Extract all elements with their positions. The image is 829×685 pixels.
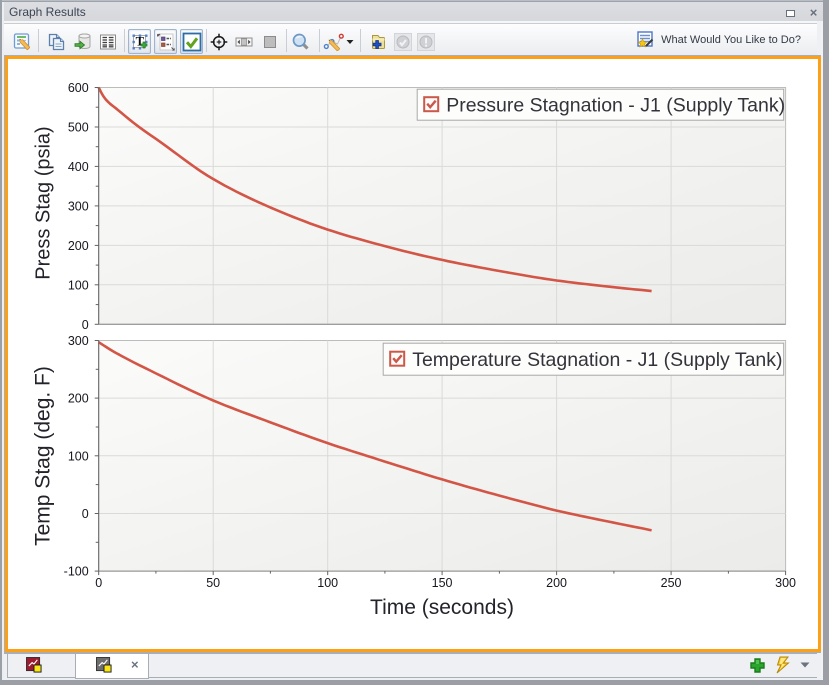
svg-text:300: 300 — [68, 200, 89, 214]
svg-text:300: 300 — [775, 576, 796, 590]
svg-text:0: 0 — [96, 576, 103, 590]
svg-text:250: 250 — [661, 576, 682, 590]
svg-text:Pressure Stagnation - J1 (Supp: Pressure Stagnation - J1 (Supply Tank) — [446, 95, 785, 117]
svg-text:500: 500 — [68, 121, 89, 135]
svg-text:Time (seconds): Time (seconds) — [370, 596, 514, 619]
svg-text:300: 300 — [68, 334, 89, 348]
svg-text:200: 200 — [68, 392, 89, 406]
svg-text:200: 200 — [68, 239, 89, 253]
svg-text:100: 100 — [68, 450, 89, 464]
svg-text:Press Stag (psia): Press Stag (psia) — [33, 127, 55, 280]
svg-text:100: 100 — [68, 279, 89, 293]
svg-text:150: 150 — [432, 576, 453, 590]
svg-text:-100: -100 — [64, 565, 89, 579]
svg-text:T: T — [135, 34, 144, 48]
svg-text:600: 600 — [68, 81, 89, 95]
svg-text:50: 50 — [207, 576, 221, 590]
svg-text:0: 0 — [82, 507, 89, 521]
svg-text:0: 0 — [82, 318, 89, 332]
svg-text:Temperature Stagnation - J1 (S: Temperature Stagnation - J1 (Supply Tank… — [412, 350, 782, 372]
svg-text:200: 200 — [546, 576, 567, 590]
svg-text:100: 100 — [318, 576, 339, 590]
svg-text:Temp Stag (deg. F): Temp Stag (deg. F) — [32, 366, 55, 546]
svg-text:400: 400 — [68, 160, 89, 174]
